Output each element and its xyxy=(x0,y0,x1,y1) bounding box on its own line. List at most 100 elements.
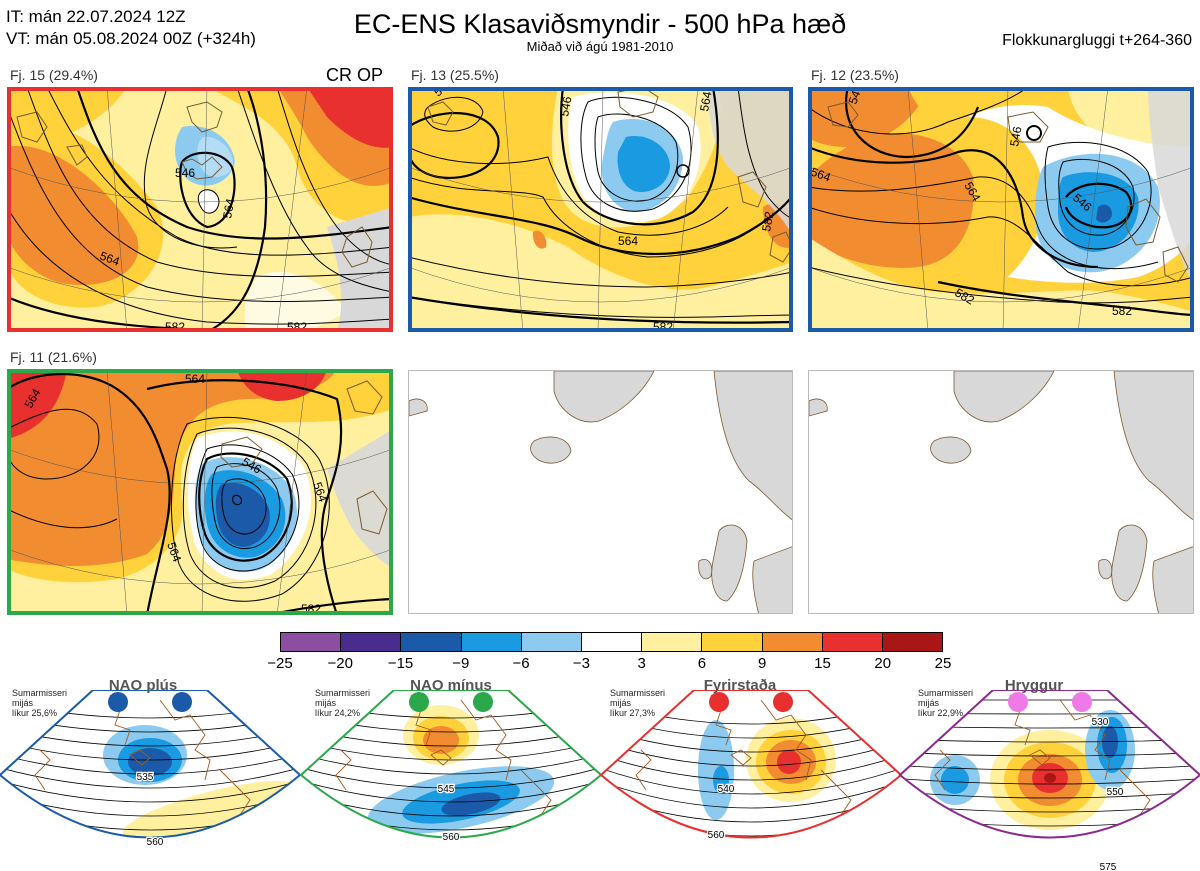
coastline xyxy=(159,699,211,781)
regime-map: 540560575 xyxy=(599,690,903,842)
height-contour xyxy=(301,777,601,803)
height-contour xyxy=(895,843,1200,854)
regime-name-nao-plus: NAO plús xyxy=(108,677,178,694)
anomaly-shading xyxy=(1014,859,1046,870)
coastline xyxy=(129,749,151,766)
colorbar-segment xyxy=(821,633,882,651)
coastline xyxy=(430,749,452,766)
cluster-map-13: 546 546 564 564 582 582 xyxy=(408,87,793,332)
anomaly-shading xyxy=(1102,726,1118,758)
colorbar-ticks: −25 −20 −15 −9 −6 −3 3 6 9 15 20 25 xyxy=(0,655,1200,675)
cluster-label-15: Fj. 15 (29.4%) xyxy=(10,67,98,83)
empty-map-6 xyxy=(808,370,1194,614)
anomaly-shading xyxy=(777,750,801,774)
regime-map: 545560575 xyxy=(296,690,606,870)
operational-label: CR OP xyxy=(326,65,384,85)
contour-label: 564 xyxy=(220,197,237,219)
anomaly-shading xyxy=(713,766,729,794)
regime-marker-dot xyxy=(709,692,729,712)
regime-note-ridge: Sumarmisseri mijás líkur 22,9% xyxy=(918,688,974,718)
colorbar-tick-label: 6 xyxy=(697,655,707,672)
colorbar-segment xyxy=(881,633,943,651)
empty-map-5 xyxy=(408,370,793,614)
contour-label: 550 xyxy=(1107,787,1124,798)
anomaly-shading xyxy=(441,792,501,816)
coastline xyxy=(34,749,51,791)
height-contour xyxy=(301,738,601,761)
contour-label: 560 xyxy=(147,837,164,848)
height-contour xyxy=(301,764,601,789)
anomaly-shading xyxy=(128,748,172,776)
regime-note-nao-minus: Sumarmisseri mijás líkur 24,2% xyxy=(315,688,371,718)
cluster-map-11: 564 564 546 564 564 582 xyxy=(7,369,393,615)
regime-outline xyxy=(898,690,1200,839)
contour-label: 582 xyxy=(1112,304,1132,318)
colorbar-tick-label: −15 xyxy=(387,655,414,672)
contour-label: 564 xyxy=(164,540,184,564)
colorbar-tick-label: 15 xyxy=(814,655,831,672)
coastline xyxy=(635,749,652,791)
colorbar-tick-label: 3 xyxy=(637,655,646,672)
height-contour xyxy=(0,738,300,761)
coastline xyxy=(335,749,352,791)
colorbar-segment xyxy=(701,633,762,651)
contour-label: 564 xyxy=(697,90,714,112)
coastline xyxy=(730,749,752,766)
height-contour xyxy=(296,843,606,870)
coastline xyxy=(460,699,512,781)
contour-label: 564 xyxy=(98,249,122,269)
contour-label: 530 xyxy=(1092,717,1109,728)
colorbar-segment xyxy=(281,633,341,651)
contour-label: 564 xyxy=(185,372,205,386)
colorbar-segment xyxy=(641,633,702,651)
contour-label: 560 xyxy=(708,830,725,841)
colorbar-tick-label: −9 xyxy=(452,655,470,672)
cluster-label-13: Fj. 13 (25.5%) xyxy=(411,67,499,83)
height-contour xyxy=(0,777,300,803)
regime-marker-dot xyxy=(108,692,128,712)
anomaly-shading xyxy=(122,780,298,838)
anomaly-colorbar xyxy=(280,632,943,652)
height-contour xyxy=(0,764,300,789)
colorbar-tick-label: −6 xyxy=(512,655,530,672)
contour-label: 582 xyxy=(759,210,776,232)
height-contour xyxy=(900,777,1200,785)
colorbar-segment xyxy=(761,633,822,651)
regime-marker-dot xyxy=(773,692,793,712)
height-contour xyxy=(0,751,300,775)
regime-name-ridge: Hryggur xyxy=(1004,677,1064,694)
colorbar-tick-label: −25 xyxy=(267,655,293,672)
height-contour xyxy=(601,764,901,795)
height-contour xyxy=(900,751,1200,757)
contour-label: 546 xyxy=(175,166,195,180)
coastline xyxy=(1059,699,1111,781)
height-contour xyxy=(601,738,901,767)
height-contour xyxy=(601,777,901,809)
anomaly-shading xyxy=(423,726,459,754)
cluster-frame-12 xyxy=(808,87,1194,332)
colorbar-segment xyxy=(580,633,642,651)
contour-label: 535 xyxy=(137,772,154,783)
cluster-label-12: Fj. 12 (23.5%) xyxy=(811,67,899,83)
colorbar-tick-label: 9 xyxy=(758,655,767,672)
regime-name-blocking: Fyrirstaða xyxy=(703,677,777,694)
coastline xyxy=(760,699,812,781)
cluster-frame-15 xyxy=(7,87,393,332)
regime-outline xyxy=(0,690,302,839)
page-subtitle: Miðað við ágú 1981-2010 xyxy=(526,39,674,54)
regime-marker-dot xyxy=(1072,692,1092,712)
contour-label: 575 xyxy=(1100,862,1117,870)
contour-label: 546 xyxy=(557,95,574,117)
page-title: EC-ENS Klasaviðsmyndir - 500 hPa hæð xyxy=(353,9,847,39)
colorbar-tick-label: −3 xyxy=(572,655,590,672)
anomaly-shading xyxy=(1044,773,1056,783)
regime-marker-dot xyxy=(473,692,493,712)
contour-label: 560 xyxy=(443,832,460,843)
colorbar-segment xyxy=(520,633,581,651)
cluster-frame-11 xyxy=(7,369,393,615)
initial-time: IT: mán 22.07.2024 12Z xyxy=(6,7,186,26)
height-contour xyxy=(301,751,601,775)
contour-label: 564 xyxy=(618,234,638,248)
height-contour xyxy=(900,790,1200,799)
height-contour xyxy=(900,764,1200,771)
